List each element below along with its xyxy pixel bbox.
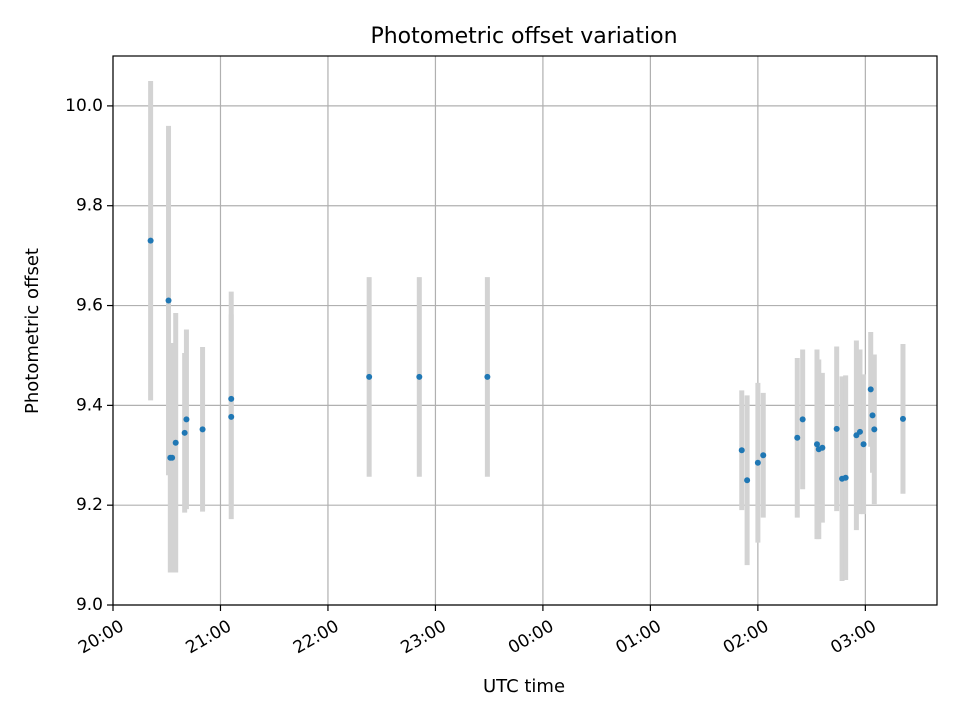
data-point — [794, 434, 801, 441]
data-point — [199, 426, 206, 433]
data-point — [899, 415, 906, 422]
data-point — [867, 386, 874, 393]
data-point — [738, 447, 745, 454]
chart-title: Photometric offset variation — [370, 24, 677, 49]
data-point — [744, 477, 751, 484]
data-point — [871, 426, 878, 433]
data-point — [165, 297, 172, 304]
data-points — [147, 237, 906, 484]
data-point — [172, 439, 179, 446]
data-point — [183, 416, 190, 423]
data-point — [416, 373, 423, 380]
data-point — [181, 429, 188, 436]
data-point — [228, 413, 235, 420]
y-tick-label: 9.0 — [76, 595, 103, 615]
data-point — [366, 373, 373, 380]
plot-frame — [112, 55, 938, 606]
data-point — [754, 459, 761, 466]
x-axis-label: UTC time — [483, 676, 565, 697]
data-point — [760, 452, 767, 459]
data-point — [833, 425, 840, 432]
data-point — [799, 416, 806, 423]
data-point — [147, 237, 154, 244]
data-point — [842, 474, 849, 481]
y-tick-label: 9.8 — [76, 196, 103, 216]
data-point — [819, 444, 826, 451]
y-tick-label: 10.0 — [65, 96, 103, 116]
y-axis-label: Photometric offset — [22, 248, 43, 414]
data-point — [856, 428, 863, 435]
y-tick-label: 9.2 — [76, 495, 103, 515]
data-point — [813, 441, 820, 448]
y-tick-label: 9.4 — [76, 395, 103, 415]
data-point — [869, 412, 876, 419]
data-point — [860, 441, 867, 448]
data-point — [228, 395, 235, 402]
y-tick-label: 9.6 — [76, 296, 103, 316]
y-axis-ticks: 9.0 9.2 9.4 9.6 9.8 10.0 — [65, 96, 113, 615]
data-point — [169, 454, 176, 461]
data-point — [484, 373, 491, 380]
